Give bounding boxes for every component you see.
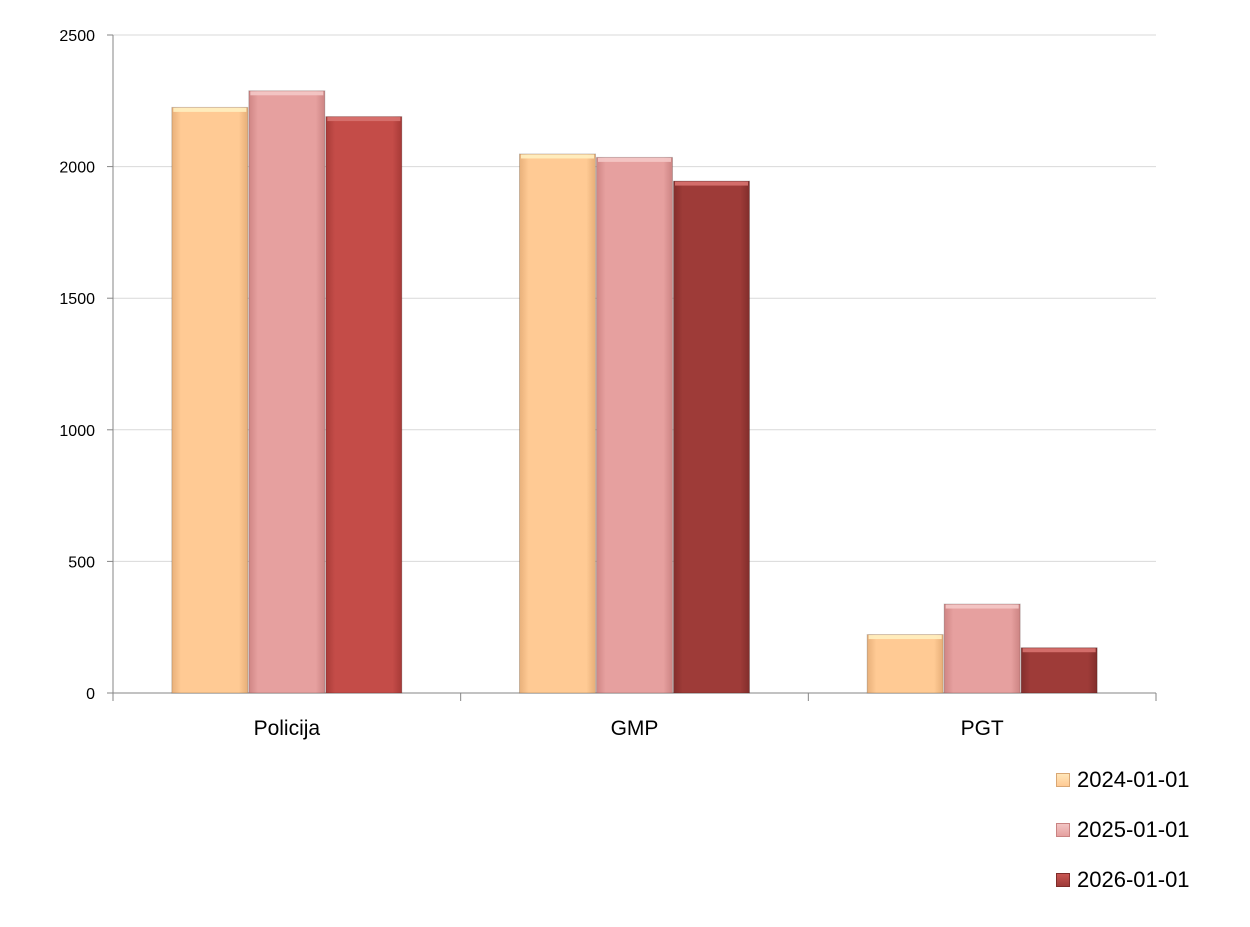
y-tick-label: 500 xyxy=(68,554,95,571)
legend-item-2026: 2026-01-01 xyxy=(1056,855,1190,905)
legend: 2024-01-01 2025-01-01 2026-01-01 xyxy=(1056,755,1190,905)
y-tick-label: 2000 xyxy=(59,160,95,177)
axis-labels: 0 500 1000 1500 2000 2500 Policija GMP PGT xyxy=(59,28,1004,740)
bar-gmp-2024-01-01 xyxy=(519,153,596,694)
legend-label: 2024-01-01 xyxy=(1077,767,1190,792)
x-category-label: Policija xyxy=(254,717,321,740)
legend-label: 2026-01-01 xyxy=(1077,867,1190,892)
bar-pgt-2025-01-01 xyxy=(943,603,1021,694)
bar-policija-2025-01-01 xyxy=(248,90,326,694)
y-tick-label: 0 xyxy=(86,686,95,703)
legend-swatch-2025 xyxy=(1056,823,1070,837)
bar-gmp-2026-01-01 xyxy=(673,180,750,694)
bar-gmp-2025-01-01 xyxy=(596,156,673,694)
y-tick-label: 1500 xyxy=(59,291,95,308)
x-category-label: PGT xyxy=(961,717,1004,740)
legend-swatch-2026 xyxy=(1056,873,1070,887)
x-category-label: GMP xyxy=(611,717,659,740)
y-tick-label: 2500 xyxy=(59,28,95,45)
bar-policija-2026-01-01 xyxy=(325,116,403,694)
y-tick-label: 1000 xyxy=(59,423,95,440)
bars xyxy=(171,90,1098,694)
bar-policija-2024-01-01 xyxy=(171,106,249,694)
legend-label: 2025-01-01 xyxy=(1077,817,1190,842)
legend-item-2024: 2024-01-01 xyxy=(1056,755,1190,805)
bar-pgt-2026-01-01 xyxy=(1020,647,1098,694)
legend-swatch-2024 xyxy=(1056,773,1070,787)
legend-item-2025: 2025-01-01 xyxy=(1056,805,1190,855)
bar-pgt-2024-01-01 xyxy=(866,634,944,694)
